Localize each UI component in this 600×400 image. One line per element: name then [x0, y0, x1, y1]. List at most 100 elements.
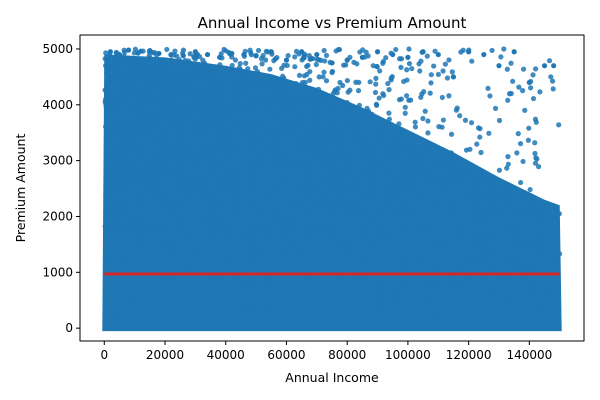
scatter-point: [112, 100, 118, 107]
scatter-point: [118, 100, 124, 106]
scatter-point: [212, 237, 218, 243]
scatter-point: [207, 205, 213, 211]
scatter-point: [124, 166, 131, 172]
scatter-point: [140, 169, 146, 175]
scatter-point: [356, 174, 362, 180]
scatter-point: [323, 134, 329, 140]
scatter-point: [296, 206, 302, 212]
scatter-point: [108, 174, 114, 180]
scatter-point: [406, 97, 412, 103]
scatter-point: [537, 89, 543, 95]
x-tick-label: 40000: [207, 348, 245, 362]
scatter-point: [355, 127, 361, 133]
x-tick-label: 0: [100, 348, 108, 362]
scatter-point: [333, 248, 339, 255]
scatter-point: [202, 143, 208, 150]
scatter-point: [242, 130, 248, 136]
scatter-point: [162, 242, 168, 248]
scatter-point: [446, 261, 452, 267]
scatter-point: [427, 90, 433, 96]
x-axis-title: Annual Income: [285, 370, 379, 385]
scatter-point: [141, 117, 147, 123]
scatter-point: [331, 147, 337, 154]
scatter-point: [486, 130, 492, 136]
scatter-point: [320, 74, 326, 80]
scatter-point: [322, 58, 328, 64]
scatter-point: [403, 172, 410, 178]
scatter-point: [198, 251, 204, 257]
scatter-point: [409, 139, 415, 146]
scatter-point: [111, 145, 117, 151]
scatter-point: [127, 280, 133, 286]
scatter-point: [483, 218, 490, 224]
scatter-point: [169, 243, 175, 249]
scatter-point: [197, 147, 204, 153]
scatter-point: [214, 119, 220, 125]
scatter-point: [248, 164, 254, 171]
scatter-point: [335, 46, 342, 53]
scatter-point: [281, 62, 287, 68]
scatter-point: [381, 233, 387, 239]
scatter-point: [246, 134, 252, 140]
scatter-point: [345, 89, 351, 95]
scatter-point: [417, 243, 423, 249]
scatter-point: [556, 211, 562, 217]
scatter-point: [281, 102, 287, 108]
scatter-point: [157, 101, 163, 107]
scatter-point: [351, 165, 357, 171]
scatter-point: [481, 189, 487, 195]
scatter-point: [421, 89, 427, 95]
scatter-point: [159, 190, 165, 197]
scatter-point: [251, 135, 257, 141]
scatter-point: [129, 60, 136, 66]
scatter-point: [282, 250, 288, 256]
scatter-point: [309, 274, 315, 280]
scatter-point: [104, 176, 110, 182]
scatter-point: [361, 196, 367, 202]
scatter-point: [482, 240, 489, 247]
scatter-point: [421, 142, 428, 148]
scatter-point: [377, 305, 383, 312]
scatter-point: [136, 57, 142, 63]
scatter-point: [168, 252, 174, 258]
scatter-point: [134, 232, 140, 238]
scatter-point: [345, 278, 351, 284]
scatter-point: [229, 90, 235, 97]
scatter-point: [374, 49, 381, 55]
scatter-point: [145, 122, 151, 128]
scatter-point: [360, 228, 366, 234]
scatter-point: [413, 160, 419, 166]
scatter-point: [205, 243, 211, 249]
scatter-point: [197, 208, 203, 215]
scatter-point: [275, 157, 281, 163]
scatter-point: [224, 133, 230, 139]
scatter-point: [447, 203, 453, 209]
scatter-point: [104, 66, 110, 72]
scatter-point: [170, 275, 176, 281]
scatter-point: [234, 198, 240, 204]
scatter-point: [109, 169, 115, 175]
scatter-point: [363, 204, 369, 210]
scatter-point: [382, 121, 389, 127]
scatter-point: [397, 206, 403, 212]
scatter-point: [377, 287, 383, 293]
scatter-point: [184, 265, 190, 271]
scatter-point: [104, 140, 110, 146]
scatter-point: [492, 182, 498, 189]
scatter-point: [251, 79, 257, 86]
scatter-point: [321, 47, 327, 54]
scatter-point: [485, 259, 492, 265]
scatter-point: [393, 46, 399, 53]
scatter-point: [136, 146, 142, 152]
scatter-point: [360, 139, 367, 145]
scatter-point: [169, 152, 175, 158]
scatter-point: [525, 258, 532, 264]
scatter-point: [479, 211, 485, 217]
scatter-point: [316, 197, 323, 203]
scatter-point: [301, 196, 307, 202]
scatter-point: [396, 121, 402, 127]
y-tick-label: 1000: [42, 265, 73, 279]
scatter-point: [234, 176, 240, 182]
scatter-point: [173, 211, 179, 217]
scatter-point: [210, 68, 216, 74]
